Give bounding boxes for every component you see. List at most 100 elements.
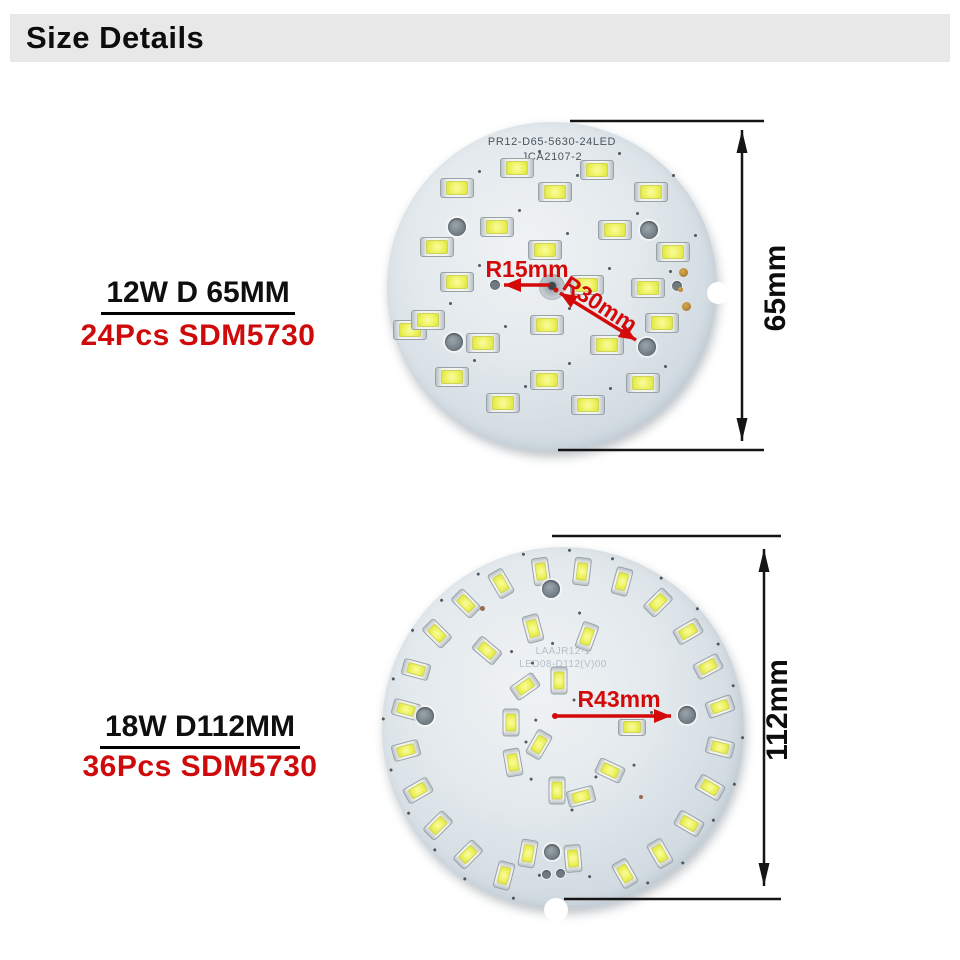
led-phosphor-chip	[604, 223, 626, 237]
smd-led	[528, 232, 569, 260]
smd-led	[517, 837, 539, 869]
smd-led	[480, 209, 521, 237]
led-phosphor-chip	[491, 572, 511, 594]
smd-led	[486, 385, 527, 413]
led-phosphor-chip	[446, 275, 468, 289]
led-phosphor-chip	[427, 814, 449, 836]
led-phosphor-chip	[506, 161, 528, 175]
led-phosphor-chip	[647, 591, 669, 613]
radius-label-r15: R15mm	[485, 256, 569, 282]
led-phosphor-chip	[709, 739, 731, 755]
board-print-text: LED08-D112(V)00	[519, 659, 607, 670]
led-phosphor-chip	[426, 622, 448, 644]
led-phosphor-chip	[486, 220, 508, 234]
led-phosphor-chip	[651, 316, 673, 330]
smd-led	[634, 174, 675, 202]
smd-led	[440, 264, 481, 292]
header-bar: Size Details	[10, 14, 950, 62]
led-phosphor-chip	[544, 185, 566, 199]
led-phosphor-chip	[405, 661, 427, 677]
led-phosphor-chip	[709, 697, 731, 715]
led-phosphor-chip	[395, 701, 417, 717]
small-hole	[672, 281, 682, 291]
led-phosphor-chip	[640, 185, 662, 199]
small-hole	[490, 280, 500, 290]
led-phosphor-chip	[505, 752, 521, 772]
led-phosphor-chip	[650, 842, 670, 864]
solder-pad	[677, 286, 683, 292]
led-phosphor-chip	[662, 245, 684, 259]
led-phosphor-chip	[614, 570, 630, 592]
smd-led	[570, 267, 611, 295]
smd-led	[610, 856, 640, 890]
led-phosphor-chip	[637, 281, 659, 295]
small-hole	[555, 868, 565, 878]
led-phosphor-chip	[492, 396, 514, 410]
led-phosphor-chip	[566, 848, 580, 868]
smd-led	[466, 325, 507, 353]
size-label-18w: 18W D112MM	[61, 708, 339, 749]
smd-led	[550, 666, 568, 694]
smd-led	[645, 305, 686, 333]
pcs-label-24: 24Pcs SDM5730	[80, 319, 316, 352]
smd-led	[422, 809, 454, 841]
led-phosphor-chip	[534, 243, 556, 257]
led-phosphor-chip	[426, 240, 448, 254]
dimension-label-65mm: 65mm	[759, 244, 792, 332]
solder-pad	[681, 301, 691, 311]
smd-led	[631, 270, 672, 298]
led-phosphor-chip	[534, 561, 548, 581]
smd-led	[672, 808, 706, 838]
smd-led	[656, 234, 697, 262]
board-print-text: LAAJR12-1	[535, 646, 591, 657]
smd-led	[598, 212, 639, 240]
smd-led	[703, 693, 737, 719]
edge-notch	[544, 898, 568, 922]
led-phosphor-chip	[514, 676, 536, 696]
edge-notch	[707, 282, 729, 304]
led-phosphor-chip	[599, 761, 621, 779]
mounting-hole	[640, 221, 658, 239]
page-title: Size Details	[26, 20, 205, 55]
small-hole	[541, 869, 551, 879]
smd-led	[486, 566, 516, 600]
smd-led	[704, 735, 736, 759]
smd-led	[580, 152, 621, 180]
smd-led	[571, 556, 593, 586]
mounting-hole	[542, 580, 560, 598]
smd-led	[435, 359, 476, 387]
led-phosphor-chip	[577, 398, 599, 412]
led-phosphor-chip	[586, 163, 608, 177]
smd-led	[530, 307, 571, 335]
size-label-12w: 12W D 65MM	[66, 274, 330, 315]
led-phosphor-chip	[441, 370, 463, 384]
led-phosphor-chip	[395, 742, 417, 758]
led-phosphor-chip	[536, 373, 558, 387]
smd-led	[452, 838, 484, 870]
led-phosphor-chip	[446, 181, 468, 195]
smd-led	[645, 836, 675, 870]
led-phosphor-chip	[622, 721, 642, 733]
smd-led	[450, 587, 482, 619]
mounting-hole	[678, 706, 696, 724]
smd-led	[500, 150, 541, 178]
dimension-label-112mm: 112mm	[761, 659, 794, 761]
solder-pad	[678, 267, 688, 277]
smd-led	[530, 362, 571, 390]
smd-led	[563, 843, 583, 873]
smd-led	[411, 302, 452, 330]
led-phosphor-chip	[536, 318, 558, 332]
size-label-18w-text: 18W D112MM	[99, 710, 301, 749]
mounting-hole	[445, 333, 463, 351]
smd-led	[593, 756, 627, 784]
led-phosphor-chip	[472, 336, 494, 350]
smd-led	[492, 859, 516, 891]
smd-led	[421, 617, 453, 649]
led-phosphor-chip	[697, 656, 719, 676]
led-phosphor-chip	[570, 788, 592, 804]
pcs-label-36: 36Pcs SDM5730	[82, 750, 318, 783]
size-label-12w-text: 12W D 65MM	[101, 276, 295, 315]
led-phosphor-chip	[520, 843, 536, 863]
led-phosphor-chip	[576, 278, 598, 292]
smd-led	[502, 746, 524, 778]
